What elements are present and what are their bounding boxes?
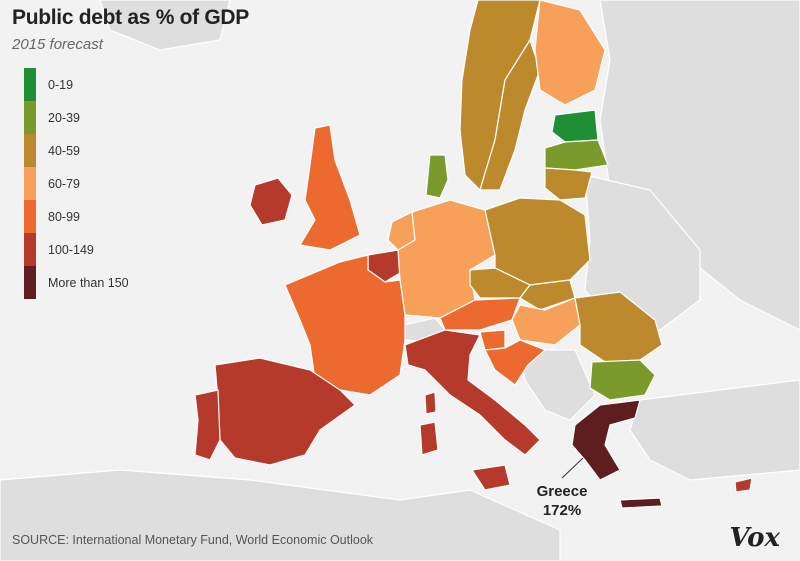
- legend-label: 60-79: [48, 176, 80, 191]
- legend-swatch: [24, 167, 36, 200]
- legend-swatch: [24, 266, 36, 299]
- legend: 0-19 20-39 40-59 60-79 80-99 100-149 Mor…: [24, 68, 129, 299]
- country-sardinia: [419, 421, 439, 456]
- land-north-africa: [0, 469, 561, 561]
- country-croatia: [484, 339, 546, 386]
- callout-value: 172%: [542, 502, 582, 519]
- country-denmark: [425, 154, 449, 199]
- country-poland: [484, 197, 591, 286]
- country-corsica: [424, 391, 437, 415]
- legend-item: More than 150: [24, 266, 129, 299]
- country-ireland: [249, 177, 293, 226]
- land-balkans-west: [519, 349, 596, 421]
- vox-logo: Vox: [729, 523, 780, 553]
- country-greece: [571, 399, 641, 481]
- map-title: Public debt as % of GDP: [12, 6, 249, 29]
- country-italy: [404, 329, 541, 456]
- country-crete: [619, 497, 663, 509]
- callout-country-name: Greece: [536, 483, 588, 500]
- legend-label: More than 150: [48, 275, 129, 290]
- country-cyprus: [734, 477, 753, 493]
- legend-swatch: [24, 200, 36, 233]
- country-hungary: [511, 297, 581, 346]
- legend-item: 0-19: [24, 68, 129, 101]
- map-subtitle: 2015 forecast: [12, 36, 103, 53]
- legend-swatch: [24, 233, 36, 266]
- legend-label: 20-39: [48, 110, 80, 125]
- legend-swatch: [24, 134, 36, 167]
- legend-item: 40-59: [24, 134, 129, 167]
- legend-label: 0-19: [48, 77, 74, 92]
- land-iceland-corner: [99, 0, 231, 51]
- country-latvia: [544, 139, 609, 171]
- country-uk: [299, 124, 361, 251]
- legend-label: 100-149: [48, 242, 94, 257]
- legend-item: 60-79: [24, 167, 129, 200]
- country-sweden: [479, 39, 541, 191]
- greece-callout-line: [561, 457, 584, 479]
- land-turkey: [629, 379, 800, 481]
- country-sicily: [471, 464, 511, 491]
- country-estonia: [551, 109, 599, 143]
- country-finland: [534, 0, 606, 106]
- greece-callout: Greece 172%: [519, 482, 605, 520]
- legend-label: 80-99: [48, 209, 80, 224]
- legend-label: 40-59: [48, 143, 80, 158]
- country-slovakia: [519, 279, 576, 311]
- country-bulgaria: [589, 359, 656, 401]
- source-note: SOURCE: International Monetary Fund, Wor…: [12, 533, 374, 547]
- country-france: [284, 254, 406, 396]
- legend-swatch: [24, 101, 36, 134]
- legend-item: 100-149: [24, 233, 129, 266]
- country-portugal: [194, 389, 221, 461]
- legend-item: 80-99: [24, 200, 129, 233]
- legend-item: 20-39: [24, 101, 129, 134]
- legend-swatch: [24, 68, 36, 101]
- country-lithuania: [544, 167, 593, 201]
- country-slovenia: [479, 329, 506, 351]
